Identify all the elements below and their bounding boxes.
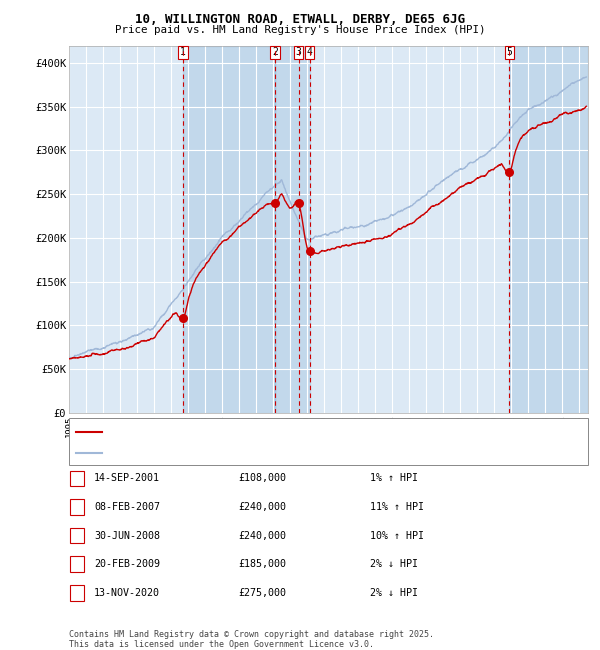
- Text: 4: 4: [307, 47, 313, 57]
- Text: 1: 1: [180, 47, 186, 57]
- Text: This data is licensed under the Open Government Licence v3.0.: This data is licensed under the Open Gov…: [69, 640, 374, 649]
- Text: £240,000: £240,000: [238, 530, 286, 541]
- Text: 30-JUN-2008: 30-JUN-2008: [94, 530, 160, 541]
- Text: 2% ↓ HPI: 2% ↓ HPI: [370, 588, 418, 598]
- Text: 13-NOV-2020: 13-NOV-2020: [94, 588, 160, 598]
- Text: 5: 5: [74, 588, 80, 598]
- Text: HPI: Average price, detached house, South Derbyshire: HPI: Average price, detached house, Sout…: [107, 448, 406, 458]
- Text: Contains HM Land Registry data © Crown copyright and database right 2025.: Contains HM Land Registry data © Crown c…: [69, 630, 434, 639]
- Text: 2% ↓ HPI: 2% ↓ HPI: [370, 559, 418, 569]
- Text: 3: 3: [74, 530, 80, 541]
- Text: 08-FEB-2007: 08-FEB-2007: [94, 502, 160, 512]
- Text: 1% ↑ HPI: 1% ↑ HPI: [370, 473, 418, 484]
- Bar: [275, 46, 310, 413]
- Text: 4: 4: [74, 559, 80, 569]
- Bar: [183, 46, 275, 413]
- Text: 10, WILLINGTON ROAD, ETWALL, DERBY, DE65 6JG (detached house): 10, WILLINGTON ROAD, ETWALL, DERBY, DE65…: [107, 428, 458, 437]
- Bar: [509, 46, 588, 413]
- Text: 20-FEB-2009: 20-FEB-2009: [94, 559, 160, 569]
- Text: 2: 2: [272, 47, 278, 57]
- Text: 11% ↑ HPI: 11% ↑ HPI: [370, 502, 424, 512]
- Text: 10, WILLINGTON ROAD, ETWALL, DERBY, DE65 6JG: 10, WILLINGTON ROAD, ETWALL, DERBY, DE65…: [135, 13, 465, 26]
- Text: 1: 1: [74, 473, 80, 484]
- Text: 2: 2: [74, 502, 80, 512]
- Text: £240,000: £240,000: [238, 502, 286, 512]
- Text: £108,000: £108,000: [238, 473, 286, 484]
- Text: 14-SEP-2001: 14-SEP-2001: [94, 473, 160, 484]
- Text: 10% ↑ HPI: 10% ↑ HPI: [370, 530, 424, 541]
- Text: £275,000: £275,000: [238, 588, 286, 598]
- Text: 5: 5: [506, 47, 512, 57]
- Text: £185,000: £185,000: [238, 559, 286, 569]
- Text: Price paid vs. HM Land Registry's House Price Index (HPI): Price paid vs. HM Land Registry's House …: [115, 25, 485, 34]
- Text: 3: 3: [296, 47, 302, 57]
